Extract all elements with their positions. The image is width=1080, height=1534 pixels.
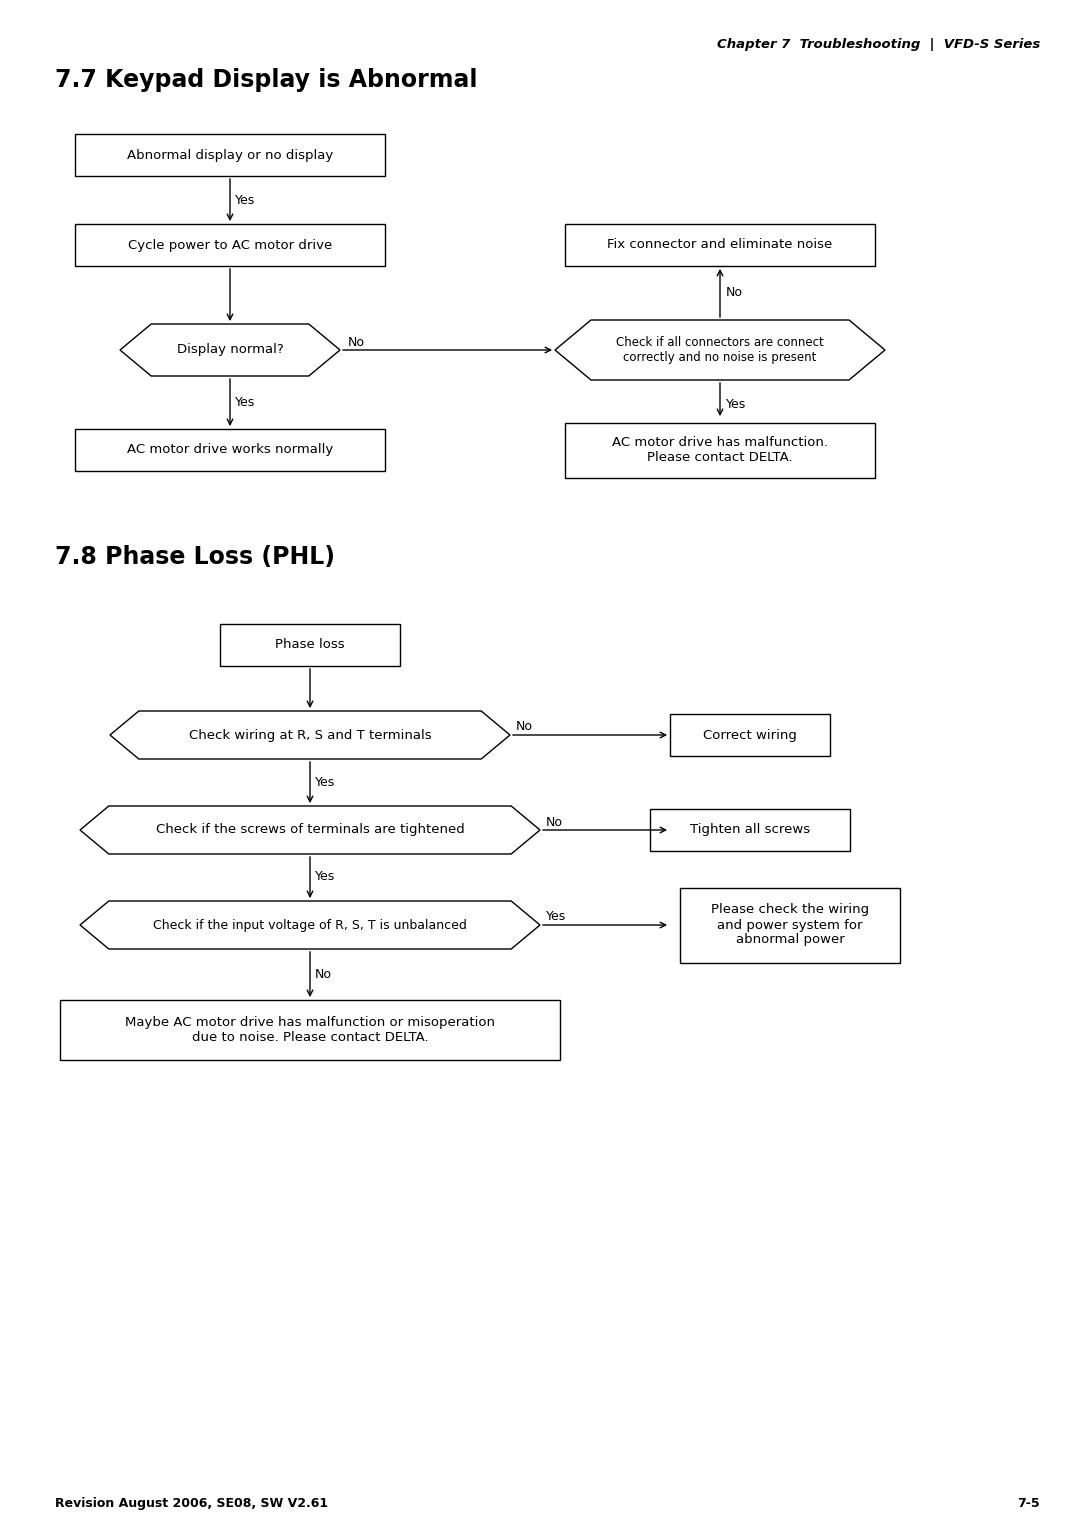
Text: No: No [726,287,743,299]
Text: 7-5: 7-5 [1017,1497,1040,1509]
Text: Yes: Yes [315,870,335,884]
Polygon shape [80,900,540,950]
Text: No: No [315,968,332,980]
Polygon shape [555,321,885,380]
FancyBboxPatch shape [60,1000,561,1060]
Text: No: No [516,721,534,733]
Text: Abnormal display or no display: Abnormal display or no display [126,149,333,161]
Text: Yes: Yes [315,776,335,788]
Text: Cycle power to AC motor drive: Cycle power to AC motor drive [127,238,333,252]
Text: Revision August 2006, SE08, SW V2.61: Revision August 2006, SE08, SW V2.61 [55,1497,328,1509]
Text: Phase loss: Phase loss [275,638,345,652]
Text: 7.8 Phase Loss (PHL): 7.8 Phase Loss (PHL) [55,545,335,569]
Text: Yes: Yes [235,396,255,408]
Text: 7.7 Keypad Display is Abnormal: 7.7 Keypad Display is Abnormal [55,67,477,92]
FancyBboxPatch shape [75,133,384,176]
Text: Correct wiring: Correct wiring [703,729,797,741]
Text: Yes: Yes [546,911,566,923]
Polygon shape [80,805,540,854]
Text: Display normal?: Display normal? [177,344,283,356]
Text: Check if the input voltage of R, S, T is unbalanced: Check if the input voltage of R, S, T is… [153,919,467,931]
FancyBboxPatch shape [565,422,875,477]
Text: Check if all connectors are connect
correctly and no noise is present: Check if all connectors are connect corr… [616,336,824,364]
FancyBboxPatch shape [565,224,875,265]
Text: Check if the screws of terminals are tightened: Check if the screws of terminals are tig… [156,824,464,836]
Text: No: No [546,816,563,828]
FancyBboxPatch shape [670,713,831,756]
Text: Maybe AC motor drive has malfunction or misoperation
due to noise. Please contac: Maybe AC motor drive has malfunction or … [125,1016,495,1045]
Polygon shape [110,710,510,759]
Text: Tighten all screws: Tighten all screws [690,824,810,836]
Text: AC motor drive has malfunction.
Please contact DELTA.: AC motor drive has malfunction. Please c… [612,436,828,463]
Text: Chapter 7  Troubleshooting  |  VFD-S Series: Chapter 7 Troubleshooting | VFD-S Series [717,38,1040,51]
FancyBboxPatch shape [650,808,850,851]
Text: Check wiring at R, S and T terminals: Check wiring at R, S and T terminals [189,729,431,741]
Polygon shape [120,324,340,376]
Text: Yes: Yes [726,397,746,411]
Text: Please check the wiring
and power system for
abnormal power: Please check the wiring and power system… [711,904,869,946]
Text: AC motor drive works normally: AC motor drive works normally [126,443,333,457]
FancyBboxPatch shape [680,888,900,962]
Text: No: No [348,336,365,348]
Text: Fix connector and eliminate noise: Fix connector and eliminate noise [607,238,833,252]
FancyBboxPatch shape [75,224,384,265]
FancyBboxPatch shape [220,624,400,666]
FancyBboxPatch shape [75,430,384,471]
Text: Yes: Yes [235,193,255,207]
